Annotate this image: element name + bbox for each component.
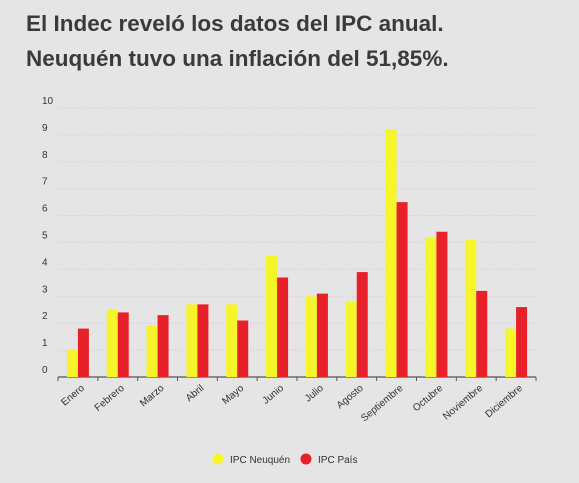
bar-pais [197, 304, 209, 377]
bar-pais [157, 315, 169, 377]
x-tick-label: Diciembre [483, 383, 525, 421]
bar-neuquen [305, 296, 317, 377]
y-tick-label: 7 [42, 177, 48, 188]
x-tick-label: Febrero [93, 383, 127, 414]
y-tick-label: 0 [42, 365, 48, 376]
legend-label: IPC País [318, 455, 357, 466]
y-tick-label: 5 [42, 231, 48, 242]
legend-label: IPC Neuquén [230, 455, 290, 466]
y-tick-label: 10 [42, 96, 54, 107]
bar-neuquen [385, 129, 397, 377]
bar-neuquen [465, 239, 477, 377]
bar-neuquen [345, 301, 357, 377]
title-line-1: El Indec reveló los datos del IPC anual. [26, 11, 444, 36]
bar-pais [476, 290, 488, 377]
x-tick-label: Enero [59, 383, 87, 409]
bar-neuquen [146, 325, 158, 377]
y-tick-label: 1 [42, 338, 48, 349]
y-tick-label: 4 [42, 257, 48, 268]
title-line-2: Neuquén tuvo una inflación del 51,85%. [26, 46, 449, 71]
bar-neuquen [106, 309, 118, 377]
x-tick-label: Agosto [335, 383, 366, 412]
bar-pais [516, 307, 528, 377]
bar-neuquen [266, 255, 278, 377]
x-tick-label: Abril [184, 383, 206, 404]
y-tick-label: 2 [42, 311, 48, 322]
legend-marker-pais [300, 453, 312, 465]
bar-pais [237, 320, 249, 377]
legend-marker-neuquen [212, 453, 224, 465]
bar-neuquen [505, 328, 517, 377]
y-tick-label: 6 [42, 204, 48, 215]
x-tick-label: Octubre [411, 383, 446, 415]
x-tick-label: Septiembre [359, 383, 406, 425]
y-tick-label: 9 [42, 123, 48, 134]
x-tick-label: Julio [303, 383, 326, 405]
bar-neuquen [425, 237, 437, 377]
bar-pais [436, 231, 448, 377]
bar-pais [277, 277, 289, 377]
bar-pais [117, 312, 129, 377]
bar-pais [316, 293, 328, 377]
bar-neuquen [186, 304, 198, 377]
y-tick-label: 3 [42, 284, 48, 295]
x-tick-label: Noviembre [441, 383, 485, 423]
x-tick-label: Marzo [138, 383, 167, 410]
x-tick-label: Mayo [220, 383, 246, 407]
bar-pais [396, 202, 408, 377]
y-tick-label: 8 [42, 150, 48, 161]
bar-neuquen [226, 304, 238, 377]
bar-neuquen [66, 350, 78, 377]
bar-pais [77, 328, 89, 377]
bar-pais [356, 272, 368, 377]
x-tick-label: Junio [261, 383, 287, 407]
page-title: El Indec reveló los datos del IPC anual.… [26, 6, 566, 76]
